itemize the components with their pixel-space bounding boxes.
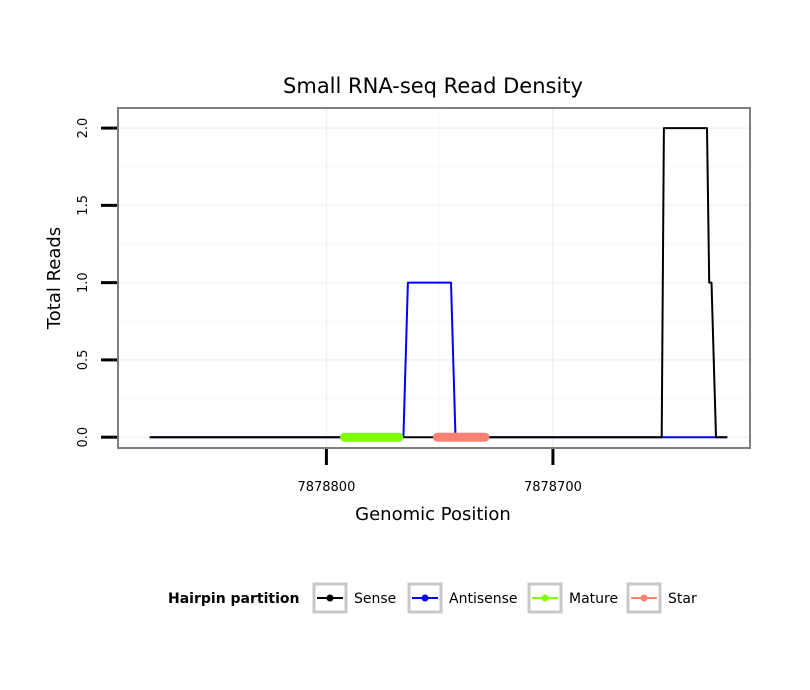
- y-tick-label: 1.0: [76, 272, 91, 293]
- x-axis-title: Genomic Position: [355, 504, 511, 525]
- legend-key-point: [326, 594, 334, 602]
- x-axis: 7878800 7878700: [297, 449, 582, 495]
- series-line-sense: [149, 127, 728, 439]
- legend-label: Mature: [569, 591, 618, 607]
- y-tick-label: 1.5: [76, 195, 91, 216]
- y-axis-title: Total Reads: [44, 227, 65, 330]
- legend-item-mature: Mature: [527, 582, 618, 614]
- y-tick-label: 0.0: [76, 427, 91, 448]
- x-tick-label: 7878700: [524, 480, 582, 495]
- legend-item-star: Star: [626, 582, 697, 614]
- x-tick-label: 7878800: [297, 480, 355, 495]
- y-tick-label: 0.5: [76, 350, 91, 371]
- legend: Hairpin partition Sense Antisense Mature St…: [168, 582, 697, 614]
- y-axis: 0.0 0.5 1.0 1.5 2.0: [76, 118, 117, 448]
- y-tick-label: 2.0: [76, 118, 91, 139]
- legend-label: Star: [668, 591, 697, 607]
- plot-border: [117, 107, 751, 449]
- legend-key-point: [541, 594, 549, 602]
- series-layer: [149, 127, 728, 442]
- legend-item-sense: Sense: [312, 582, 396, 614]
- plot-panel: [118, 108, 750, 448]
- legend-title: Hairpin partition: [168, 591, 299, 607]
- chart-title: Small RNA-seq Read Density: [283, 74, 583, 98]
- legend-key-point: [421, 594, 429, 602]
- legend-label: Sense: [354, 591, 396, 607]
- legend-key-point: [640, 594, 648, 602]
- legend-label: Antisense: [449, 591, 518, 607]
- legend-item-antisense: Antisense: [407, 582, 518, 614]
